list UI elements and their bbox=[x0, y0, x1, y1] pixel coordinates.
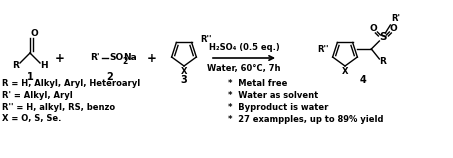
Text: Water, 60°C, 7h: Water, 60°C, 7h bbox=[207, 64, 281, 73]
Text: X = O, S, Se.: X = O, S, Se. bbox=[2, 115, 61, 124]
Text: R'' = H, alkyl, RS, benzo: R'' = H, alkyl, RS, benzo bbox=[2, 103, 115, 112]
Text: R: R bbox=[13, 61, 19, 70]
Text: +: + bbox=[55, 52, 65, 64]
Text: *  Byproduct is water: * Byproduct is water bbox=[228, 103, 328, 112]
Text: S: S bbox=[380, 32, 387, 42]
Text: H₂SO₄ (0.5 eq.): H₂SO₄ (0.5 eq.) bbox=[209, 43, 280, 52]
Text: R = H, Alkyl, Aryl, Heteroaryl: R = H, Alkyl, Aryl, Heteroaryl bbox=[2, 79, 140, 88]
Text: 2: 2 bbox=[122, 58, 128, 67]
Text: X: X bbox=[181, 67, 187, 76]
Text: R': R' bbox=[90, 54, 100, 63]
Text: 3: 3 bbox=[181, 75, 188, 85]
Text: SO: SO bbox=[110, 54, 124, 63]
Text: O: O bbox=[30, 30, 38, 39]
Text: R'': R'' bbox=[200, 36, 212, 45]
Text: *  Metal free: * Metal free bbox=[228, 79, 287, 88]
Text: H: H bbox=[40, 61, 48, 70]
Text: +: + bbox=[147, 52, 157, 64]
Text: R: R bbox=[379, 58, 386, 67]
Text: O: O bbox=[370, 24, 377, 33]
Text: Na: Na bbox=[123, 54, 137, 63]
Text: *  Water as solvent: * Water as solvent bbox=[228, 91, 318, 100]
Text: 1: 1 bbox=[27, 72, 34, 82]
Text: R' = Alkyl, Aryl: R' = Alkyl, Aryl bbox=[2, 91, 73, 100]
Text: O: O bbox=[390, 24, 397, 33]
Text: X: X bbox=[342, 67, 348, 76]
Text: R'': R'' bbox=[317, 46, 329, 55]
Text: *  27 exampples, up to 89% yield: * 27 exampples, up to 89% yield bbox=[228, 115, 384, 124]
Text: 4: 4 bbox=[360, 75, 366, 85]
Text: 2: 2 bbox=[106, 72, 113, 82]
Text: R': R' bbox=[391, 15, 400, 24]
